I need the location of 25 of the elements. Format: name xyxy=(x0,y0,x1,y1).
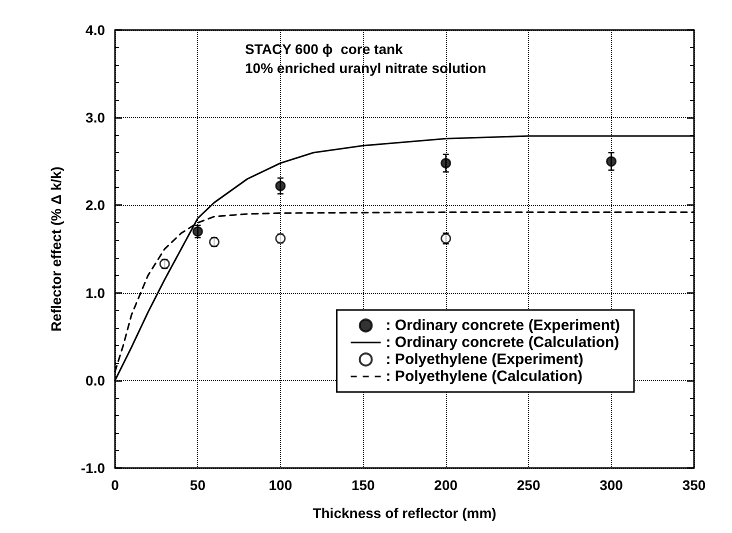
y-tick-label: -1.0 xyxy=(80,460,106,476)
x-tick-label: 150 xyxy=(351,477,376,493)
point xyxy=(275,180,286,192)
annotation: STACY 600 ϕ core tank xyxy=(245,41,404,57)
x-tick-label: 0 xyxy=(111,477,120,493)
legend-label: : Polyethylene (Calculation) xyxy=(386,368,582,385)
x-axis-title: Thickness of reflector (mm) xyxy=(312,505,496,521)
y-tick-label: 4.0 xyxy=(86,22,106,38)
y-tick-label: 1.0 xyxy=(86,284,106,301)
x-tick-label: 350 xyxy=(682,477,706,493)
x-tick-label: 100 xyxy=(268,477,292,493)
legend-label: : Polyethylene (Experiment) xyxy=(386,351,584,368)
point xyxy=(606,156,617,167)
y-axis-title: Reflector effect (% Δ k/k) xyxy=(48,166,64,332)
x-tick-label: 300 xyxy=(600,477,624,493)
y-tick-label: 3.0 xyxy=(86,110,106,126)
y-tick-label: 0.0 xyxy=(86,372,106,388)
annotation: 10% enriched uranyl nitrate solution xyxy=(245,60,486,76)
x-tick-label: 50 xyxy=(190,477,206,493)
x-tick-label: 200 xyxy=(434,477,458,493)
point xyxy=(440,158,452,168)
legend-label: : Ordinary concrete (Calculation) xyxy=(386,334,620,351)
x-tick-label: 250 xyxy=(516,477,540,493)
legend-label: : Ordinary concrete (Experiment) xyxy=(386,317,620,334)
y-tick-label: 2.0 xyxy=(86,197,106,214)
